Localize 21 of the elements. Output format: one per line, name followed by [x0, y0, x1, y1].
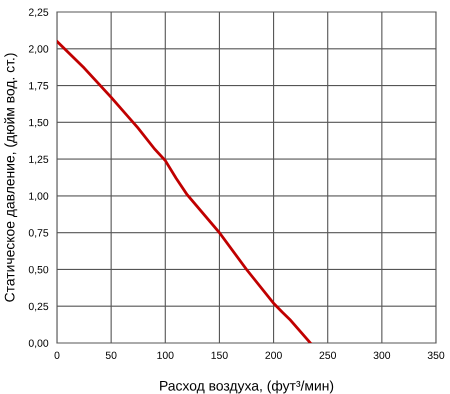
y-tick-label: 1,50 — [29, 118, 48, 128]
y-tick-label: 1,25 — [29, 156, 48, 164]
x-tick-label: 250 — [320, 352, 336, 359]
y-tick-label: 2,00 — [28, 45, 48, 54]
x-tick-label: 200 — [265, 352, 282, 359]
y-tick-label: 2,25 — [28, 8, 48, 18]
y-tick-label: 0,50 — [28, 266, 48, 275]
y-tick-label: 0,25 — [28, 302, 48, 312]
x-tick-label: 350 — [428, 352, 444, 359]
line-series — [57, 40, 312, 343]
y-tick-label: 0,00 — [28, 340, 48, 348]
y-axis-title: Статическое давление, (дюйм вод. ст.) — [4, 53, 18, 302]
y-tick-label: 1,00 — [29, 192, 48, 201]
x-tick-label: 0 — [54, 352, 60, 359]
x-axis-title: Расход воздуха, (фут³/мин) — [160, 380, 334, 394]
x-tick-label: 50 — [106, 352, 117, 359]
x-tick-label: 100 — [157, 352, 174, 359]
x-tick-label: 300 — [374, 352, 390, 359]
x-tick-label: 150 — [212, 352, 228, 359]
y-tick-label: 0,75 — [28, 229, 48, 238]
y-tick-label: 1,75 — [29, 82, 48, 91]
